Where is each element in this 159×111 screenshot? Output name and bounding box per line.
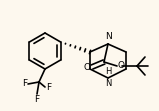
Text: F: F	[35, 95, 40, 104]
Text: O: O	[118, 61, 125, 70]
Text: N: N	[105, 79, 111, 88]
Text: N: N	[105, 32, 111, 41]
Text: H: H	[105, 67, 111, 76]
Text: F: F	[22, 79, 27, 88]
Text: F: F	[46, 82, 51, 91]
Text: O: O	[84, 62, 91, 71]
